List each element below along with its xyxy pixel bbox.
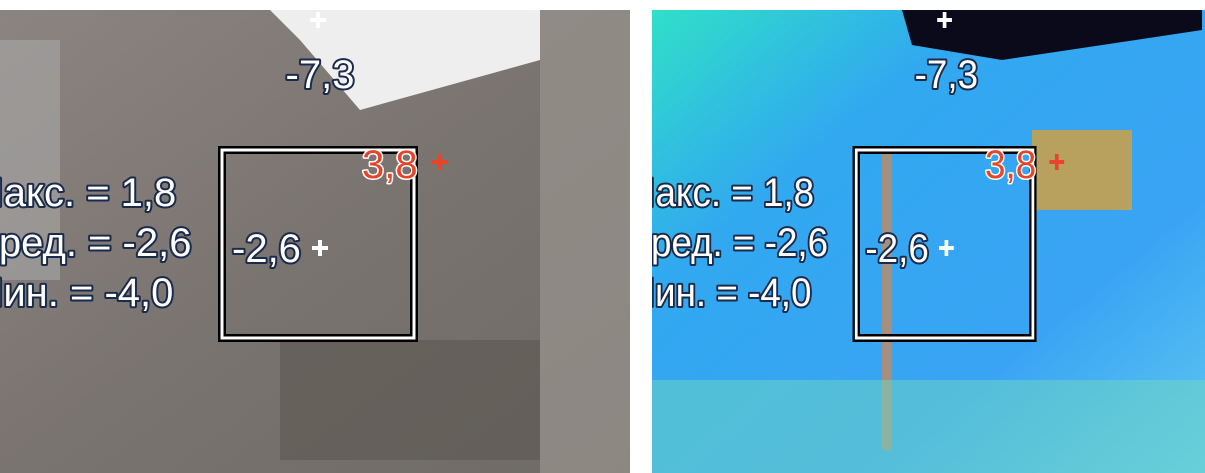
center-marker: -2,6 — [232, 227, 301, 271]
stat-line: Сред. = -2,6 — [624, 221, 828, 266]
stat-line: Мин. = -4,0 — [624, 271, 811, 316]
min-temp-marker: -7,3 — [915, 53, 978, 98]
stat-line: Сред. = -2,6 — [0, 221, 191, 265]
stat-line: Мин. = -4,0 — [0, 271, 173, 315]
warm-area — [1032, 130, 1132, 210]
max-temp-marker: 3,8 — [362, 143, 418, 187]
balconies — [280, 340, 540, 460]
wall — [540, 10, 630, 473]
screenshot: -7,33,8-2,6Макс. = 1,8Сред. = -2,6Мин. =… — [0, 0, 1205, 473]
stat-line: Макс. = 1,8 — [624, 171, 814, 216]
photo-panel: -7,3 3,8 -2,6 Макс. = 1,8 Сред. = -2,6 Мин. =… — [0, 10, 630, 473]
min-temp-marker: -7,3 — [286, 53, 355, 97]
max-temp-marker: 3,8 — [985, 143, 1036, 188]
lower-floors — [652, 380, 1205, 473]
thermal-panel: -7,33,8 -2,6 Макс. = 1,8 Сред. = -2,6 Мин. =… — [624, 10, 1205, 473]
center-marker: -2,6 — [865, 227, 928, 272]
stat-line: Макс. = 1,8 — [0, 171, 176, 215]
